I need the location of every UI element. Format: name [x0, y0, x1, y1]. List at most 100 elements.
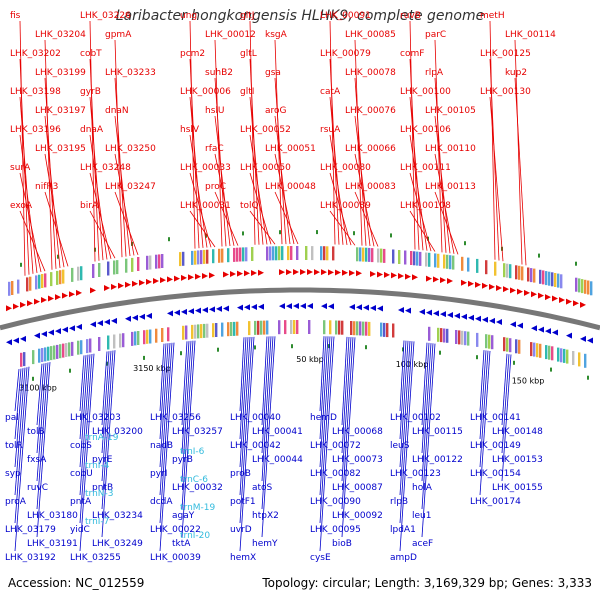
- forward-gene-label: LHK_03199: [35, 68, 86, 78]
- forward-feature-block: [527, 267, 530, 282]
- reverse-feature-block: [185, 325, 188, 340]
- reverse-gene-label: pyrB: [172, 455, 193, 465]
- forward-gene-label: LHK_03198: [10, 87, 61, 97]
- rna-gene-label: trnI-7: [85, 517, 109, 527]
- reverse-feature-block: [248, 321, 251, 336]
- forward-feature-block: [545, 271, 548, 286]
- reverse-gene-label: LHK_00153: [492, 455, 543, 465]
- forward-gene-arrow: [55, 294, 61, 301]
- forward-feature-block: [371, 248, 374, 263]
- forward-gene-leader: [19, 172, 42, 273]
- reverse-gene-arrow: [419, 308, 425, 315]
- reverse-feature-block: [578, 352, 581, 367]
- forward-gene-leader: [274, 191, 299, 245]
- reverse-gene-arrow: [531, 325, 537, 332]
- reverse-feature-block: [257, 320, 260, 335]
- reverse-gene-leader: [421, 342, 430, 454]
- forward-feature-block: [503, 263, 506, 278]
- reverse-gene-arrow: [363, 304, 369, 311]
- reverse-gene-arrow: [237, 304, 243, 311]
- forward-gene-arrow: [209, 272, 215, 279]
- reverse-gene-label: tolB: [27, 427, 45, 437]
- forward-gene-arrow: [223, 271, 229, 278]
- forward-feature-block: [125, 258, 128, 273]
- reverse-gene-leader: [101, 350, 116, 538]
- forward-gene-leader: [274, 115, 291, 245]
- reverse-feature-block: [428, 326, 431, 341]
- reverse-gene-label: fxsA: [27, 455, 47, 465]
- reverse-gene-leader: [181, 341, 188, 426]
- forward-feature-block: [509, 264, 512, 279]
- forward-feature-block: [272, 246, 275, 261]
- reverse-gene-arrow: [62, 326, 68, 333]
- forward-feature-block: [197, 250, 200, 265]
- forward-feature-block: [461, 256, 464, 271]
- reverse-feature-block: [65, 343, 68, 357]
- reverse-feature-block: [329, 320, 332, 335]
- forward-feature-block: [467, 257, 470, 272]
- forward-gene-leader: [329, 96, 344, 245]
- forward-gene-label: pcm2: [180, 49, 205, 59]
- lower-tick: [180, 351, 182, 356]
- reverse-gene-label: LHK_00039: [150, 553, 201, 563]
- forward-feature-block: [116, 260, 119, 275]
- reverse-feature-block: [59, 344, 62, 359]
- reverse-gene-arrow: [223, 305, 229, 312]
- lower-tick: [143, 355, 145, 360]
- reverse-feature-block: [32, 350, 35, 365]
- forward-gene-arrow: [307, 269, 313, 276]
- reverse-gene-leader: [399, 341, 415, 552]
- forward-feature-block: [443, 254, 446, 269]
- reverse-gene-label: hemD: [310, 413, 337, 423]
- reverse-gene-arrow: [125, 315, 131, 322]
- forward-gene-leader: [19, 134, 38, 273]
- forward-gene-arrow: [321, 269, 327, 276]
- forward-gene-leader: [354, 191, 379, 247]
- reverse-feature-block: [551, 346, 554, 361]
- reverse-gene-label: cysE: [310, 553, 331, 563]
- reverse-gene-label: LHK_00090: [310, 497, 361, 507]
- forward-gene-leader: [409, 96, 424, 251]
- reverse-gene-label: proA: [5, 497, 27, 507]
- reverse-gene-leader: [79, 355, 87, 440]
- reverse-feature-block: [455, 330, 458, 344]
- forward-gene-label: tolQ: [240, 201, 259, 211]
- forward-gene-leader: [409, 134, 428, 251]
- reverse-gene-leader: [261, 336, 276, 538]
- forward-gene-label: LHK_00031: [180, 201, 231, 211]
- reverse-gene-label: LHK_00174: [470, 497, 521, 507]
- forward-feature-block: [38, 274, 41, 289]
- forward-feature-block: [11, 281, 14, 295]
- forward-gene-arrow: [244, 270, 250, 277]
- forward-gene-arrow: [174, 275, 180, 282]
- reverse-gene-leader: [261, 336, 272, 482]
- forward-gene-label: aroG: [265, 106, 287, 116]
- reverse-feature-block: [491, 335, 494, 350]
- reverse-feature-block: [137, 331, 140, 345]
- forward-feature-block: [266, 246, 269, 261]
- reverse-gene-label: uvrD: [230, 525, 252, 535]
- reverse-gene-label: LHK_03192: [5, 553, 56, 563]
- reverse-feature-block: [191, 324, 194, 339]
- forward-gene-label: LHK_03233: [105, 68, 156, 78]
- forward-gene-leader: [274, 153, 295, 245]
- reverse-gene-arrow: [356, 304, 362, 311]
- forward-gene-leader: [89, 210, 116, 259]
- reverse-gene-leader: [239, 336, 251, 496]
- reverse-gene-leader: [159, 343, 165, 412]
- reverse-gene-leader: [261, 336, 268, 426]
- reverse-gene-label: LHK_00149: [470, 441, 521, 451]
- forward-gene-arrow: [391, 272, 397, 279]
- forward-gene-leader: [44, 191, 69, 267]
- forward-feature-block: [542, 270, 545, 285]
- forward-feature-block: [182, 251, 185, 266]
- forward-feature-block: [518, 265, 521, 280]
- forward-gene-arrow: [335, 269, 341, 276]
- reverse-gene-label: ampD: [390, 553, 417, 563]
- forward-gene-label: dnaA: [80, 125, 104, 135]
- reverse-feature-block: [584, 353, 587, 368]
- forward-feature-block: [368, 247, 371, 262]
- reverse-gene-leader: [319, 336, 329, 468]
- forward-gene-label: LHK_03202: [10, 49, 61, 59]
- forward-gene-leader: [19, 58, 30, 275]
